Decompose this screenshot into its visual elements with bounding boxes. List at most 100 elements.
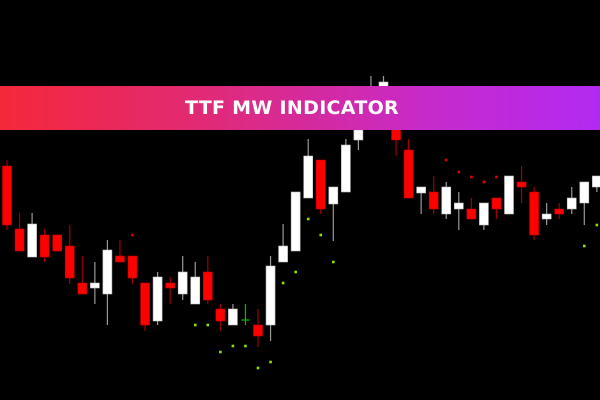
bear-candle-body: [215, 308, 226, 322]
candle: [491, 197, 502, 219]
candle: [566, 187, 577, 214]
candle: [428, 176, 439, 214]
support-dot: [269, 360, 272, 364]
support-dot: [281, 281, 285, 285]
bull-candle-body: [228, 308, 238, 326]
candle: [203, 256, 213, 304]
resistance-dot: [482, 180, 486, 184]
bear-candle-body: [466, 208, 477, 220]
candle: [579, 181, 590, 225]
candle: [592, 175, 600, 192]
bear-candle-body: [203, 271, 213, 301]
support-dot: [231, 344, 235, 348]
candle: [278, 224, 288, 263]
candle: [541, 203, 552, 225]
bear-candle-body: [428, 191, 439, 210]
bear-candle-body: [140, 282, 150, 326]
bear-candle-body: [403, 149, 414, 199]
support-dot: [319, 233, 323, 237]
bull-candle-body: [541, 213, 552, 220]
bear-candle-body: [253, 324, 263, 337]
bull-candle-body: [27, 223, 37, 258]
bull-candle-body: [416, 186, 426, 194]
bull-candle-body: [353, 129, 364, 141]
bull-candle-body: [152, 276, 163, 322]
candle: [215, 304, 226, 331]
candle: [115, 240, 125, 263]
bull-candle-body: [177, 271, 188, 295]
resistance-dot: [457, 170, 461, 174]
candle: [554, 203, 565, 219]
bear-candle-body: [165, 282, 175, 289]
support-dot: [595, 223, 599, 227]
candle: [466, 198, 477, 220]
bear-candle-body: [115, 255, 125, 263]
candle: [140, 282, 150, 331]
candle: [52, 234, 63, 252]
support-dot: [206, 323, 210, 327]
candle: [165, 277, 175, 304]
bull-candle-body: [190, 276, 201, 305]
candle: [14, 213, 25, 252]
support-dot: [244, 344, 247, 348]
bull-candle-body: [579, 181, 590, 204]
support-dot: [583, 244, 586, 248]
bear-candle-body: [554, 208, 565, 215]
candle: [529, 187, 539, 240]
candle: [516, 166, 527, 203]
resistance-dot: [444, 158, 448, 162]
candle: [190, 262, 201, 305]
candle: [504, 175, 514, 215]
candle: [39, 229, 50, 262]
bear-candle-body: [315, 159, 326, 210]
candle: [102, 240, 113, 325]
bull-candle-body: [90, 282, 100, 289]
bull-candle-body: [504, 175, 514, 215]
bull-candle-body: [303, 155, 314, 199]
candle: [228, 304, 238, 326]
bear-candle-body: [491, 197, 502, 210]
bull-candle-body: [453, 202, 464, 210]
resistance-dot: [131, 233, 134, 237]
bear-candle-body: [14, 228, 25, 252]
bull-candle-body: [265, 265, 276, 326]
support-dot: [332, 260, 335, 264]
candle: [253, 309, 263, 347]
candle: [328, 186, 339, 241]
bear-candle-body: [64, 245, 75, 279]
candle: [265, 256, 276, 341]
candle: [2, 160, 12, 230]
candle: [341, 139, 351, 193]
support-dot: [294, 270, 297, 274]
bull-candle-body: [566, 197, 577, 210]
candle: [152, 272, 163, 325]
support-dot: [256, 366, 260, 370]
support-dot: [193, 323, 197, 327]
candle: [290, 191, 301, 252]
bear-candle-body: [52, 234, 63, 252]
bull-candle-body: [479, 202, 489, 226]
candle: [77, 256, 88, 295]
support-dot: [306, 217, 310, 221]
bear-candle-body: [516, 181, 527, 188]
bull-candle-body: [328, 186, 339, 205]
candle: [403, 139, 414, 199]
candle: [27, 213, 37, 258]
bear-candle-body: [529, 191, 539, 236]
bull-candle-body: [441, 186, 452, 215]
banner-title: TTF MW INDICATOR: [185, 97, 399, 119]
bull-candle-body: [102, 249, 113, 295]
bear-candle-body: [77, 282, 88, 295]
candle: [453, 192, 464, 230]
bear-candle-body: [2, 165, 12, 226]
resistance-dot: [495, 175, 498, 179]
resistance-dot: [470, 175, 473, 179]
bull-candle-body: [341, 144, 351, 193]
bull-candle-body: [592, 175, 600, 188]
candle: [90, 262, 100, 304]
candle: [127, 255, 138, 284]
candle: [479, 202, 489, 230]
candle: [64, 225, 75, 284]
